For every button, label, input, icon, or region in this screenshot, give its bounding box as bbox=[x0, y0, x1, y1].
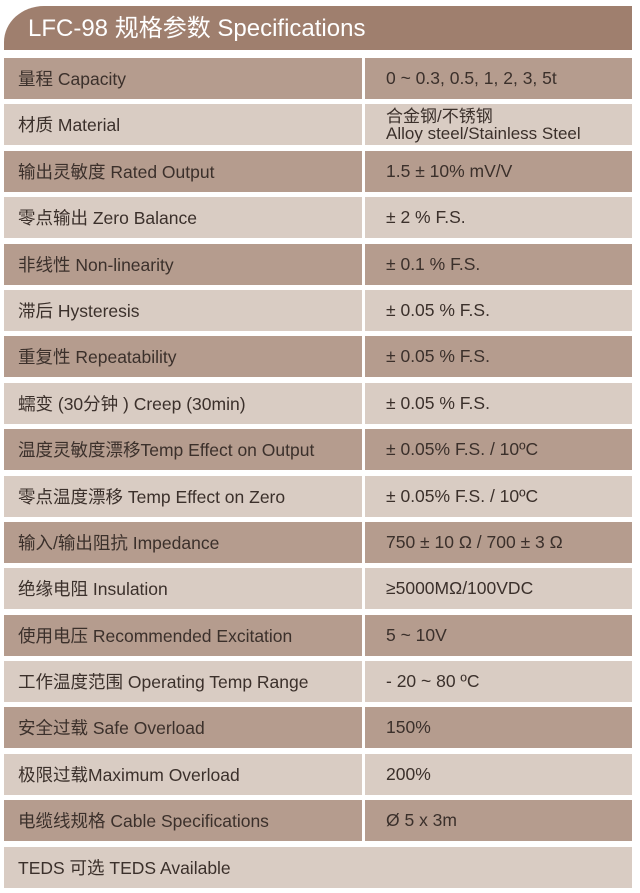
spec-value-line: 合金钢/不锈钢 bbox=[386, 106, 493, 126]
spec-value: ± 0.05% F.S. / 10ºC bbox=[365, 475, 632, 517]
table-row: 滞后 Hysteresis ± 0.05 % F.S. bbox=[4, 289, 632, 331]
spec-label: 输入/输出阻抗 Impedance bbox=[4, 521, 362, 563]
table-row: 材质 Material 合金钢/不锈钢 Alloy steel/Stainless … bbox=[4, 104, 632, 146]
table-row: 非线性 Non-linearity ± 0.1 % F.S. bbox=[4, 243, 632, 285]
spec-label: 量程 Capacity bbox=[4, 58, 362, 99]
page-title: LFC-98 规格参数 Specifications bbox=[4, 6, 632, 50]
spec-label: 极限过载Maximum Overload bbox=[4, 753, 362, 795]
spec-table: 量程 Capacity 0 ~ 0.3, 0.5, 1, 2, 3, 5t 材质 M… bbox=[4, 58, 632, 893]
table-row: 电缆线规格 Cable Specifications Ø 5 x 3m bbox=[4, 800, 632, 842]
spec-label: 工作温度范围 Operating Temp Range bbox=[4, 661, 362, 703]
spec-value: 200% bbox=[365, 753, 632, 795]
table-row-footer: TEDS 可选 TEDS Available bbox=[4, 846, 632, 888]
spec-value-line: Alloy steel/Stainless Steel bbox=[386, 123, 581, 143]
table-row: 输出灵敏度 Rated Output 1.5 ± 10% mV/V bbox=[4, 150, 632, 192]
spec-value: ± 0.05 % F.S. bbox=[365, 382, 632, 424]
teds-note: TEDS 可选 TEDS Available bbox=[4, 846, 632, 888]
table-row: 温度灵敏度漂移Temp Effect on Output ± 0.05% F.S.… bbox=[4, 429, 632, 471]
spec-value: 150% bbox=[365, 707, 632, 749]
spec-value: ± 0.05 % F.S. bbox=[365, 289, 632, 331]
spec-value: Ø 5 x 3m bbox=[365, 800, 632, 842]
table-row: 重复性 Repeatability ± 0.05 % F.S. bbox=[4, 336, 632, 378]
spec-label: 温度灵敏度漂移Temp Effect on Output bbox=[4, 429, 362, 471]
spec-label: 电缆线规格 Cable Specifications bbox=[4, 800, 362, 842]
table-row: 零点输出 Zero Balance ± 2 % F.S. bbox=[4, 197, 632, 239]
spec-value: ± 0.05 % F.S. bbox=[365, 336, 632, 378]
spec-value: ± 0.1 % F.S. bbox=[365, 243, 632, 285]
spec-label: 零点输出 Zero Balance bbox=[4, 197, 362, 239]
spec-value: 750 ± 10 Ω / 700 ± 3 Ω bbox=[365, 521, 632, 563]
spec-label: 使用电压 Recommended Excitation bbox=[4, 614, 362, 656]
spec-value: 0 ~ 0.3, 0.5, 1, 2, 3, 5t bbox=[365, 58, 632, 99]
table-row: 量程 Capacity 0 ~ 0.3, 0.5, 1, 2, 3, 5t bbox=[4, 58, 632, 99]
spec-value: ± 2 % F.S. bbox=[365, 197, 632, 239]
spec-label: 材质 Material bbox=[4, 104, 362, 146]
spec-label: 滞后 Hysteresis bbox=[4, 289, 362, 331]
spec-label: 蠕变 (30分钟 ) Creep (30min) bbox=[4, 382, 362, 424]
table-row: 工作温度范围 Operating Temp Range - 20 ~ 80 ºC bbox=[4, 661, 632, 703]
spec-value: 1.5 ± 10% mV/V bbox=[365, 150, 632, 192]
spec-label: 输出灵敏度 Rated Output bbox=[4, 150, 362, 192]
spec-label: 非线性 Non-linearity bbox=[4, 243, 362, 285]
spec-label: 零点温度漂移 Temp Effect on Zero bbox=[4, 475, 362, 517]
table-row: 绝缘电阻 Insulation ≥5000MΩ/100VDC bbox=[4, 568, 632, 610]
spec-value: 5 ~ 10V bbox=[365, 614, 632, 656]
spec-label: 重复性 Repeatability bbox=[4, 336, 362, 378]
table-row: 输入/输出阻抗 Impedance 750 ± 10 Ω / 700 ± 3 Ω bbox=[4, 521, 632, 563]
table-row: 安全过载 Safe Overload 150% bbox=[4, 707, 632, 749]
spec-value: ± 0.05% F.S. / 10ºC bbox=[365, 429, 632, 471]
table-row: 零点温度漂移 Temp Effect on Zero ± 0.05% F.S. /… bbox=[4, 475, 632, 517]
spec-value: ≥5000MΩ/100VDC bbox=[365, 568, 632, 610]
spec-label: 绝缘电阻 Insulation bbox=[4, 568, 362, 610]
table-row: 使用电压 Recommended Excitation 5 ~ 10V bbox=[4, 614, 632, 656]
spec-value: 合金钢/不锈钢 Alloy steel/Stainless Steel bbox=[365, 104, 632, 146]
spec-label: 安全过载 Safe Overload bbox=[4, 707, 362, 749]
table-row: 极限过载Maximum Overload 200% bbox=[4, 753, 632, 795]
spec-value: - 20 ~ 80 ºC bbox=[365, 661, 632, 703]
table-row: 蠕变 (30分钟 ) Creep (30min) ± 0.05 % F.S. bbox=[4, 382, 632, 424]
